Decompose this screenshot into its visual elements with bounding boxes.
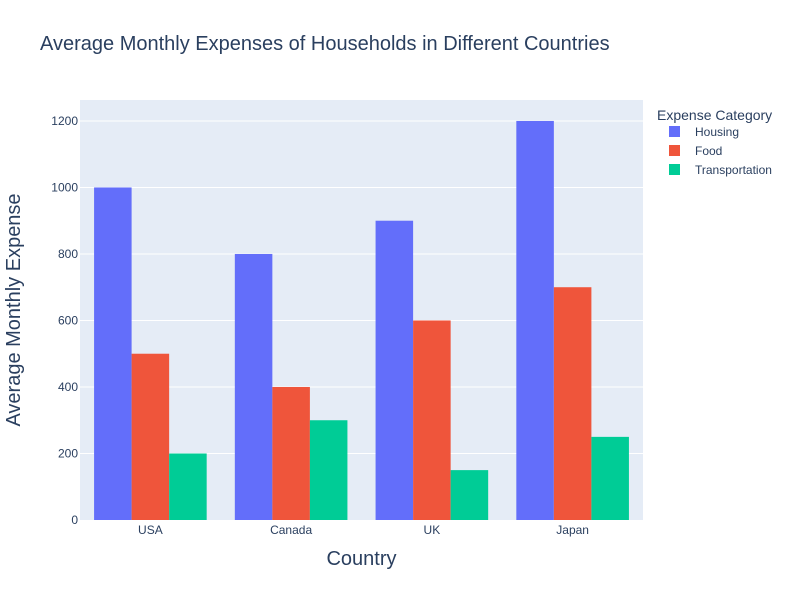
legend-label: Housing <box>695 125 739 139</box>
bar-transportation-japan <box>591 436 629 520</box>
bar-transportation-canada <box>309 420 348 520</box>
x-axis-ticks: USA Canada UK Japan <box>138 523 589 537</box>
bar-housing-japan <box>516 120 554 520</box>
y-tick-label: 1200 <box>51 114 78 128</box>
bar-housing-uk <box>375 220 414 520</box>
bar-food-uk <box>413 320 451 520</box>
y-axis-ticks: 0 200 400 600 800 1000 1200 <box>51 114 78 527</box>
chart-title: Average Monthly Expenses of Households i… <box>40 33 610 55</box>
legend-items: Housing Food Transportation <box>669 125 772 177</box>
bar-food-canada <box>272 386 310 520</box>
legend-label: Transportation <box>695 163 772 177</box>
legend-swatch <box>669 145 680 156</box>
bar-food-japan <box>553 287 592 520</box>
x-tick-label: Canada <box>270 523 312 537</box>
legend-title: Expense Category <box>657 107 772 123</box>
y-tick-label: 0 <box>71 513 78 527</box>
y-tick-label: 400 <box>58 380 78 394</box>
bar-food-usa <box>131 353 170 520</box>
x-tick-label: UK <box>424 523 441 537</box>
bar-transportation-uk <box>450 470 489 520</box>
bars-layer <box>94 120 629 521</box>
y-axis-title: Average Monthly Expense <box>3 193 25 426</box>
legend-label: Food <box>695 144 722 158</box>
y-tick-label: 200 <box>58 446 78 460</box>
bar-housing-canada <box>234 253 273 521</box>
legend-swatch <box>669 126 680 137</box>
bar-housing-usa <box>94 187 132 520</box>
x-tick-label: Japan <box>556 523 589 537</box>
x-tick-label: USA <box>138 523 163 537</box>
x-axis-title: Country <box>326 548 396 570</box>
bar-transportation-usa <box>169 453 207 520</box>
legend-swatch <box>669 164 680 175</box>
y-tick-label: 600 <box>58 313 78 327</box>
y-tick-label: 800 <box>58 247 78 261</box>
legend: Expense Category Housing Food Transportati… <box>657 107 772 177</box>
y-tick-label: 1000 <box>51 180 78 194</box>
